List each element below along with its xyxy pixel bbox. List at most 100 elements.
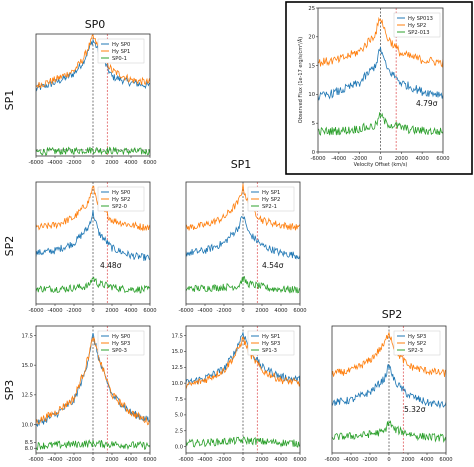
x-tick-label: 6000: [143, 308, 156, 314]
y-tick-label: 15.0: [171, 349, 183, 355]
chart-panel: -6000 -4000 -2000 0 2000 4000 6000 0 5 10 15 20 25 Ve…: [297, 6, 450, 168]
x-tick-label: 6000: [143, 160, 156, 166]
x-tick-label: 0: [241, 457, 244, 463]
y-tick-label: 20: [308, 35, 315, 41]
series-line: [36, 276, 150, 294]
x-tick-label: -4000: [331, 156, 346, 162]
significance-label: 4.54σ: [262, 261, 284, 270]
y-axis-label: Observed Flux (1e-17 erg/s/cm²/Å): [297, 37, 304, 124]
x-tick-label: 6000: [436, 156, 449, 162]
series-line: [332, 363, 446, 409]
series-line: [332, 331, 446, 377]
significance-label: 5.32σ: [404, 405, 426, 414]
x-tick-label: 6000: [293, 457, 306, 463]
y-tick-label: 25: [308, 6, 315, 12]
chart-panel: -6000 -4000 -2000 0 2000 4000 6000 0.0 2.5 5.0 7.5…: [171, 325, 307, 463]
chart-panel: -6000 -4000 -2000 0 2000 4000 6000 8.08.5 10.0 12…: [21, 325, 157, 463]
series-line: [36, 146, 150, 156]
series-line: [36, 439, 150, 451]
x-tick-label: 4000: [420, 457, 433, 463]
legend-entry: SP0-1: [112, 56, 127, 62]
legend-entry: Hy SP2: [408, 23, 426, 29]
col-label-sp2: SP2: [382, 308, 403, 321]
col-label-sp0: SP0: [85, 18, 106, 31]
x-tick-label: 6000: [439, 457, 452, 463]
row-label-sp3: SP3: [3, 380, 16, 401]
x-tick-label: 4000: [416, 156, 429, 162]
y-tick-label: 12.5: [171, 365, 183, 371]
y-tick-label: 0.0: [175, 444, 183, 450]
series-line: [186, 276, 300, 294]
x-tick-label: -6000: [324, 457, 339, 463]
significance-label: 4.79σ: [416, 99, 438, 108]
legend-box: [97, 38, 145, 64]
legend-entry: Hy SP2: [408, 341, 426, 347]
x-tick-label: -6000: [28, 160, 43, 166]
y-tick-label: 17.5: [21, 333, 33, 339]
x-tick-label: -6000: [178, 308, 193, 314]
x-tick-label: 4000: [124, 160, 137, 166]
y-tick-label: 5: [312, 121, 315, 127]
legend-entry: SP2-0: [112, 204, 127, 210]
legend-entry: Hy SP3: [408, 334, 426, 340]
legend-entry: Hy SP3: [112, 341, 130, 347]
x-tick-label: 4000: [274, 457, 287, 463]
y-tick-label: 8.0: [25, 446, 33, 452]
significance-label: 4.48σ: [100, 261, 122, 270]
series-line: [318, 47, 443, 101]
x-tick-label: -6000: [28, 308, 43, 314]
x-tick-label: -2000: [66, 160, 81, 166]
col-label-sp1: SP1: [231, 158, 252, 171]
x-axis-label: Velocity Offset (km/s): [354, 162, 408, 168]
x-tick-label: -4000: [47, 308, 62, 314]
legend-entry: Hy SP0: [112, 42, 130, 48]
series-line: [36, 336, 150, 426]
x-tick-label: 0: [241, 308, 244, 314]
x-tick-label: 2000: [255, 457, 268, 463]
legend-entry: Hy SP0: [112, 334, 130, 340]
y-tick-label: 15.0: [21, 363, 33, 369]
x-tick-label: 6000: [293, 308, 306, 314]
x-tick-label: 0: [91, 160, 94, 166]
y-tick-label: 10.0: [21, 422, 33, 428]
x-tick-label: -2000: [66, 308, 81, 314]
x-tick-label: 0: [91, 457, 94, 463]
row-label-sp1: SP1: [3, 90, 16, 111]
series-line: [36, 209, 150, 262]
x-tick-label: 0: [387, 457, 390, 463]
legend-entry: SP2-1: [262, 204, 277, 210]
series-line: [186, 335, 300, 390]
y-tick-label: 8.5: [25, 440, 33, 446]
legend-entry: Hy SP1: [262, 334, 280, 340]
series-line: [186, 332, 300, 385]
x-tick-label: 6000: [143, 457, 156, 463]
x-tick-label: -2000: [352, 156, 367, 162]
legend-entry: Hy SP1: [262, 190, 280, 196]
x-tick-label: -2000: [216, 457, 231, 463]
y-tick-label: 5.0: [175, 413, 183, 419]
series-line: [186, 436, 300, 448]
x-tick-label: -4000: [47, 457, 62, 463]
y-tick-label: 15: [308, 63, 315, 69]
series-line: [318, 112, 443, 136]
y-tick-label: 10.0: [171, 381, 183, 387]
x-tick-label: -2000: [216, 308, 231, 314]
y-tick-label: 2.5: [175, 429, 183, 435]
x-tick-label: 2000: [395, 156, 408, 162]
x-tick-label: 0: [91, 308, 94, 314]
x-tick-label: -4000: [197, 308, 212, 314]
x-tick-label: 4000: [274, 308, 287, 314]
x-tick-label: -6000: [28, 457, 43, 463]
x-tick-label: -4000: [47, 160, 62, 166]
x-tick-label: 2000: [105, 160, 118, 166]
x-tick-label: 0: [379, 156, 382, 162]
legend-entry: SP2-3: [408, 348, 423, 354]
highlight-box: [285, 1, 473, 175]
x-tick-label: 2000: [105, 308, 118, 314]
x-tick-label: 4000: [124, 457, 137, 463]
